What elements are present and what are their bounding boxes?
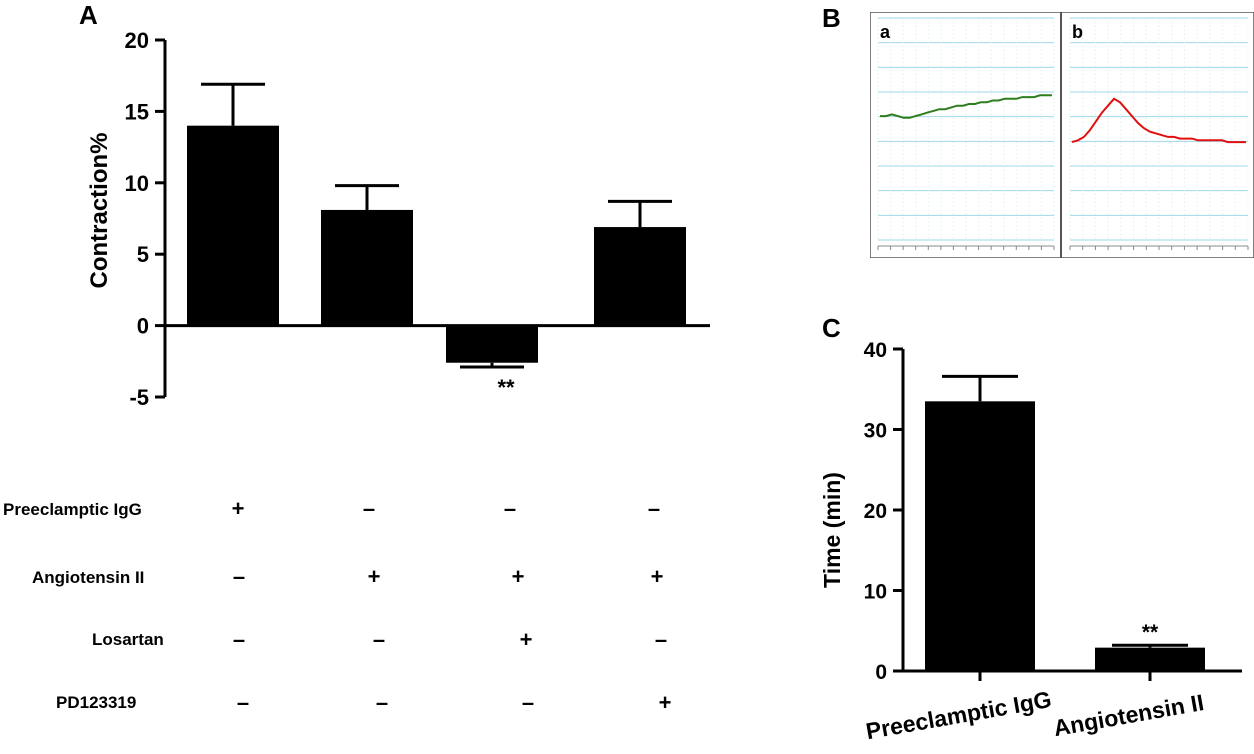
significance-label: ** <box>1142 621 1159 644</box>
trace-subpanel: a <box>877 17 1055 250</box>
condition-mark: – <box>232 564 246 589</box>
condition-mark: – <box>503 496 517 521</box>
y-axis-label: Contraction% <box>86 133 113 289</box>
y-tick-label: 5 <box>137 242 149 267</box>
panel-letter-c: C <box>822 313 841 343</box>
y-tick-label: 10 <box>125 171 149 196</box>
y-axis-label: Time (min) <box>819 472 845 588</box>
bar <box>187 125 279 326</box>
panel-letter-b: B <box>822 3 841 33</box>
condition-mark: + <box>367 564 381 589</box>
x-tick-label: Preeclamptic IgG <box>864 686 1054 744</box>
panel-letter-a: A <box>79 0 98 30</box>
bar <box>446 325 538 363</box>
condition-mark: – <box>375 690 389 715</box>
significance-label: ** <box>497 375 515 400</box>
condition-mark: – <box>372 627 386 652</box>
y-tick-label: 10 <box>864 581 887 604</box>
condition-mark: + <box>519 627 533 652</box>
bar <box>925 401 1035 671</box>
bar <box>1095 647 1205 671</box>
condition-mark: – <box>362 496 376 521</box>
trace-subpanel-label: a <box>880 22 891 42</box>
y-tick-label: 0 <box>875 661 887 684</box>
y-tick-label: 30 <box>864 420 887 443</box>
condition-mark: – <box>521 690 535 715</box>
bar <box>594 227 686 326</box>
condition-mark: + <box>231 496 245 521</box>
y-tick-label: 15 <box>125 99 149 124</box>
trace-subpanel: b <box>1069 17 1249 250</box>
condition-mark: – <box>654 627 668 652</box>
condition-mark: – <box>647 496 661 521</box>
chart-c: 0 10 20 30 40 Time (min) Preeclamptic IgG ** Ang… <box>819 339 1242 744</box>
condition-mark: + <box>511 564 525 589</box>
trace-subpanel-label: b <box>1072 22 1083 42</box>
chart-a: -5 0 5 10 15 20 Contraction% ** <box>86 28 710 410</box>
condition-mark: + <box>658 690 672 715</box>
y-tick-label: 0 <box>137 314 149 339</box>
condition-label-losartan: Losartan <box>92 630 164 649</box>
y-tick-label: 20 <box>864 500 887 523</box>
bar <box>321 209 413 326</box>
condition-label-preeclamptic-igg: Preeclamptic IgG <box>3 500 142 519</box>
condition-mark: – <box>232 627 246 652</box>
trace-line <box>880 94 1052 119</box>
y-tick-label: 40 <box>864 339 887 362</box>
x-tick-label: Angiotensin II <box>1051 689 1205 741</box>
y-tick-label: 20 <box>125 28 149 53</box>
condition-mark: – <box>236 690 250 715</box>
condition-label-angiotensin-ii: Angiotensin II <box>32 568 145 587</box>
trace-line <box>1071 97 1246 144</box>
y-tick-label: -5 <box>129 385 149 410</box>
condition-mark: + <box>650 564 664 589</box>
condition-label-pd123319: PD123319 <box>56 693 137 712</box>
